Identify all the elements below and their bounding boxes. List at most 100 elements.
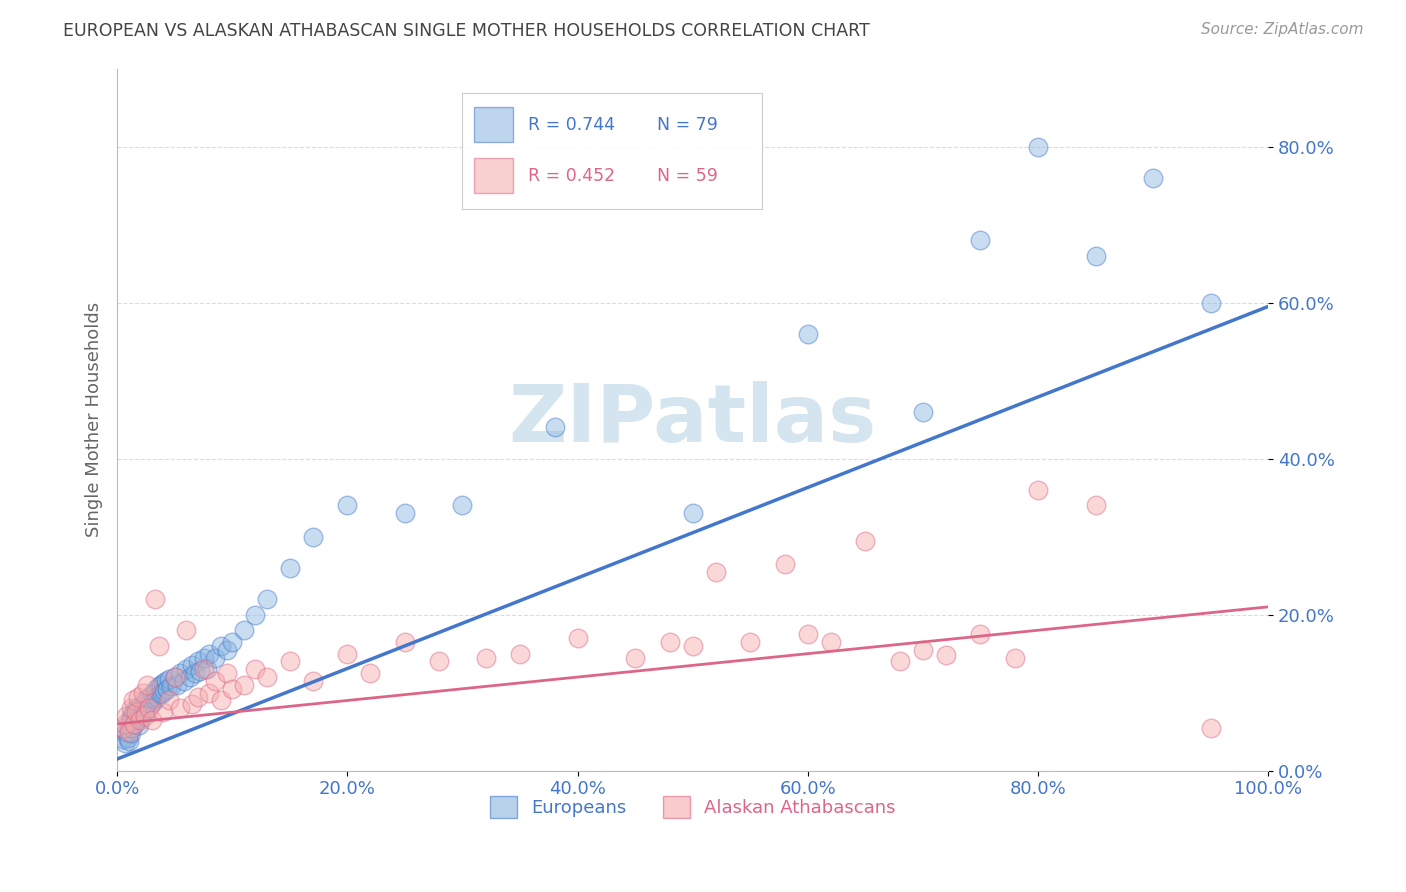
Point [853, 533, 876, 548]
Point [120, 726, 142, 740]
Point [187, 690, 209, 704]
Point [543, 420, 565, 434]
Y-axis label: Single Mother Households: Single Mother Households [86, 302, 103, 537]
Point [245, 662, 267, 676]
Point [145, 681, 167, 696]
Point [118, 717, 141, 731]
Point [179, 670, 201, 684]
Point [134, 709, 156, 723]
Point [567, 631, 589, 645]
Point [163, 670, 186, 684]
Point [129, 699, 152, 714]
Point [911, 405, 934, 419]
Point [122, 707, 145, 722]
Point [121, 721, 143, 735]
Point [149, 678, 172, 692]
Point [889, 655, 911, 669]
Point [120, 701, 142, 715]
Point [198, 686, 221, 700]
Point [336, 499, 359, 513]
Point [773, 557, 796, 571]
Point [969, 233, 991, 247]
Point [193, 650, 215, 665]
Point [142, 695, 165, 709]
Text: Source: ZipAtlas.com: Source: ZipAtlas.com [1201, 22, 1364, 37]
Point [682, 639, 704, 653]
Point [129, 705, 152, 719]
Point [911, 642, 934, 657]
Point [969, 627, 991, 641]
Point [209, 639, 232, 653]
Point [129, 713, 152, 727]
Point [221, 681, 243, 696]
Point [118, 734, 141, 748]
Point [278, 655, 301, 669]
Point [118, 724, 141, 739]
Point [143, 592, 166, 607]
Point [1026, 483, 1049, 497]
Point [820, 635, 842, 649]
Point [209, 693, 232, 707]
Point [204, 650, 226, 665]
Point [118, 721, 141, 735]
Point [138, 701, 160, 715]
Point [131, 698, 153, 712]
Point [174, 624, 197, 638]
Point [1004, 650, 1026, 665]
Point [174, 662, 197, 676]
Point [136, 678, 159, 692]
Point [184, 666, 207, 681]
Point [117, 731, 139, 745]
Point [704, 565, 727, 579]
Point [136, 701, 159, 715]
Point [173, 673, 195, 688]
Point [1084, 499, 1107, 513]
Point [169, 701, 191, 715]
Point [146, 690, 169, 704]
Point [152, 705, 174, 719]
Point [1084, 249, 1107, 263]
Point [135, 703, 157, 717]
Point [215, 642, 238, 657]
Point [132, 706, 155, 721]
Point [160, 680, 183, 694]
Point [127, 709, 149, 723]
Point [474, 650, 496, 665]
Point [156, 681, 179, 696]
Point [1142, 170, 1164, 185]
Point [115, 709, 138, 723]
Point [143, 692, 166, 706]
Point [124, 705, 146, 719]
Point [624, 650, 647, 665]
Point [111, 732, 134, 747]
Point [124, 703, 146, 717]
Point [155, 673, 177, 688]
Text: EUROPEAN VS ALASKAN ATHABASCAN SINGLE MOTHER HOUSEHOLDS CORRELATION CHART: EUROPEAN VS ALASKAN ATHABASCAN SINGLE MO… [63, 22, 870, 40]
Point [451, 499, 474, 513]
Point [232, 624, 254, 638]
Point [115, 724, 138, 739]
Point [148, 680, 170, 694]
Point [740, 635, 762, 649]
Point [125, 701, 148, 715]
Point [148, 639, 170, 653]
Point [935, 648, 957, 663]
Point [394, 506, 416, 520]
Point [181, 658, 204, 673]
Point [394, 635, 416, 649]
Point [221, 635, 243, 649]
Text: ZIPatlas: ZIPatlas [509, 381, 877, 458]
Point [143, 686, 166, 700]
Point [139, 698, 162, 712]
Point [1199, 295, 1222, 310]
Point [124, 713, 146, 727]
Point [163, 670, 186, 684]
Point [245, 607, 267, 622]
Point [193, 662, 215, 676]
Point [278, 561, 301, 575]
Point [150, 686, 173, 700]
Point [187, 655, 209, 669]
Point [1199, 721, 1222, 735]
Point [122, 693, 145, 707]
Legend: Europeans, Alaskan Athabascans: Europeans, Alaskan Athabascans [482, 789, 903, 825]
